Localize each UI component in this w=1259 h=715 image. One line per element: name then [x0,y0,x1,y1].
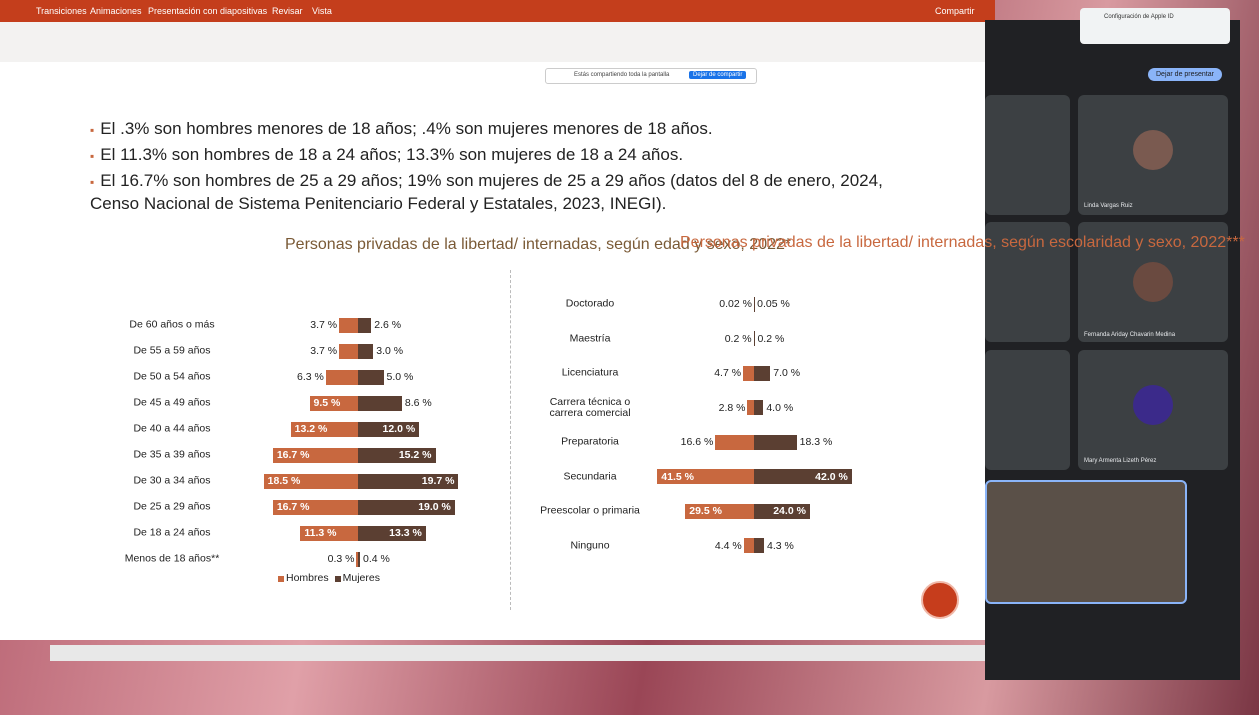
participant-name: Fernanda Ariday Chavarin Medina [1084,332,1176,338]
video-tile [985,350,1070,470]
avatar [1133,385,1173,425]
bullet: El .3% son hombres menores de 18 años; .… [90,118,910,141]
divider [510,270,511,610]
video-tile: Fernanda Ariday Chavarin Medina [1078,222,1228,342]
menu-item[interactable]: Revisar [272,6,303,16]
ribbon [0,22,995,63]
participant-name: Mary Armenta Lizeth Pérez [1084,458,1157,464]
avatar [1133,130,1173,170]
video-tile: Linda Vargas Ruiz [1078,95,1228,215]
video-tile [985,95,1070,215]
stop-share-button[interactable]: Dejar de compartir [689,71,747,79]
menu-item[interactable]: Animaciones [90,6,142,16]
notification[interactable]: Configuración de Apple ID [1080,8,1230,44]
bullet: El 16.7% son hombres de 25 a 29 años; 19… [90,170,910,214]
bullet: El 11.3% son hombres de 18 a 24 años; 13… [90,144,910,167]
share-bar: Estás compartiendo toda la pantalla Deja… [545,68,757,84]
video-tile: Mary Armenta Lizeth Pérez [1078,350,1228,470]
avatar [1133,262,1173,302]
status-bar [50,645,995,661]
title-bar: Transiciones Animaciones Presentación co… [0,0,995,22]
menu-item[interactable]: Transiciones [36,6,87,16]
presenter-video [985,480,1187,604]
video-tile [985,222,1070,342]
share-text: Estás compartiendo toda la pantalla [574,72,670,78]
notification-text: Configuración de Apple ID [1104,14,1174,20]
menu-item[interactable]: Vista [312,6,332,16]
share-button[interactable]: Compartir [935,6,975,16]
participant-name: Linda Vargas Ruiz [1084,203,1133,209]
menu-item[interactable]: Presentación con diapositivas [148,6,268,16]
slide: Estás compartiendo toda la pantalla Deja… [0,62,985,640]
stop-presenting-button[interactable]: Dejar de presentar [1148,68,1222,81]
meeting-panel: Configuración de Apple ID Dejar de prese… [985,8,1240,680]
pointer[interactable] [921,581,959,619]
